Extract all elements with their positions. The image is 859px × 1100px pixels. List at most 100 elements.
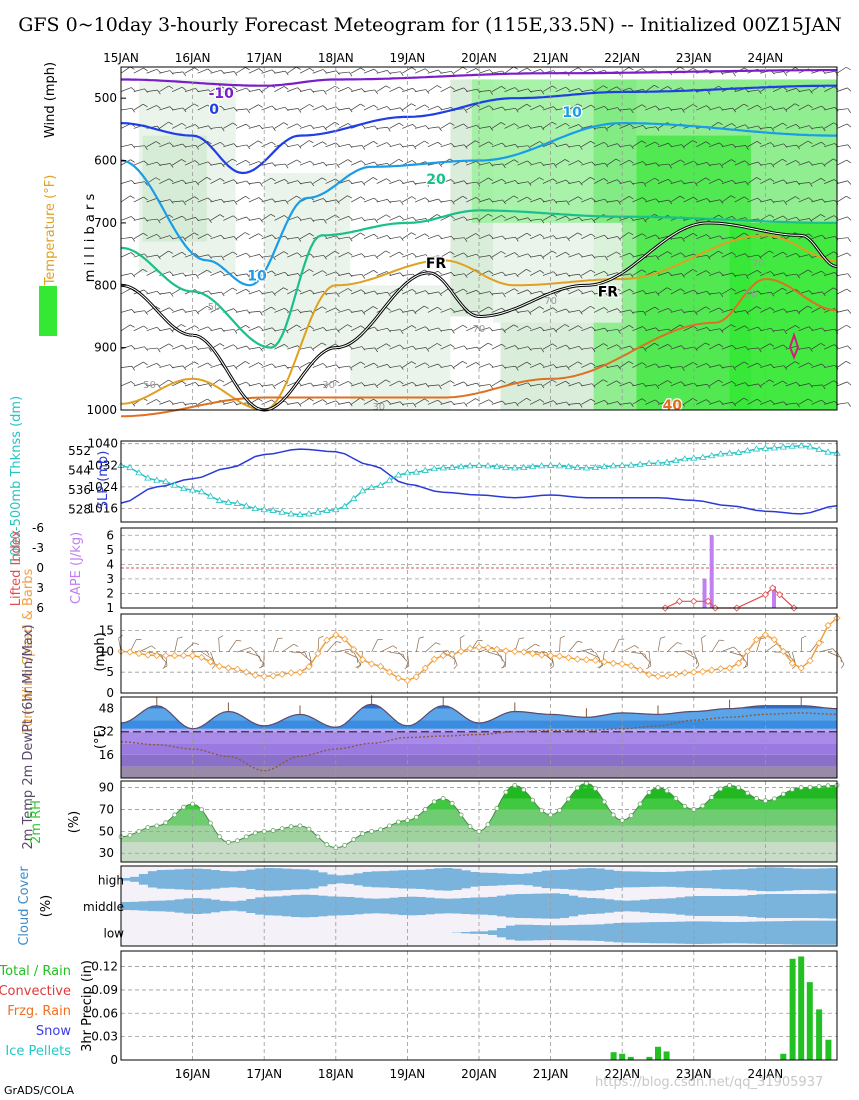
thickness-marker: [358, 487, 367, 494]
wind-barb: [721, 252, 732, 258]
wind-barb: [657, 163, 669, 166]
top-date-label: 24JAN: [748, 51, 784, 65]
wind-barb-feather: [488, 177, 493, 181]
cloud-bar: [738, 895, 749, 917]
wind-barb: [798, 269, 809, 276]
cloud-bar: [210, 899, 221, 913]
rh-band: [121, 825, 837, 843]
rh-marker: [279, 826, 285, 832]
cloud-bar: [353, 873, 364, 886]
wind-barb-feather: [361, 124, 366, 129]
wind-barb-feather: [435, 642, 441, 645]
wind-barb: [632, 310, 644, 313]
wind-barb-feather: [475, 140, 480, 144]
wind-barb: [236, 144, 247, 148]
wind-barb: [478, 342, 489, 350]
wind-barb: [720, 646, 734, 653]
wind-barb-feather: [744, 253, 749, 258]
wind-barb: [261, 384, 273, 387]
wind-barb: [683, 325, 694, 332]
wind-speed-marker: [538, 651, 546, 659]
wind-barb: [466, 217, 478, 221]
wind-speed-marker: [394, 674, 403, 682]
wind-barb: [747, 383, 759, 387]
cloud-bar: [496, 873, 507, 886]
cloud-bar: [470, 897, 480, 915]
wind-barb-feather: [463, 144, 468, 149]
wind-barb: [568, 196, 579, 203]
wind-barb: [159, 343, 170, 350]
wind-barb-feather: [501, 86, 506, 90]
wind-barb: [555, 324, 565, 332]
wind-barb-feather: [463, 288, 468, 293]
wind-barb: [299, 289, 311, 295]
wind-barb-feather: [310, 217, 315, 222]
wind-barb-feather: [552, 343, 557, 347]
wind-barb: [363, 383, 375, 387]
wind-barb-feather: [322, 141, 327, 145]
wind-barb-feather: [385, 85, 391, 89]
wind-barb: [363, 104, 374, 111]
wind-barb: [670, 237, 682, 240]
wind-barb-feather: [144, 310, 148, 315]
wind-barb: [184, 196, 195, 203]
wind-barb-feather: [297, 402, 302, 407]
wind-barb: [223, 401, 235, 405]
wind-barb-feather: [271, 141, 276, 146]
slp-tick-label: 1032: [87, 458, 118, 472]
wind-barb-feather: [617, 200, 621, 205]
wind-barb: [491, 380, 502, 387]
wind-barb: [274, 122, 284, 129]
wind-barb: [568, 346, 580, 350]
wind-barb: [440, 364, 452, 368]
rh-marker: [252, 830, 258, 836]
wind-barb-feather: [424, 233, 430, 238]
temp-tick-label: 16: [99, 748, 114, 762]
wind-barb: [389, 158, 399, 166]
wind-barb: [299, 104, 310, 111]
wind-barb: [760, 343, 770, 350]
wind-barb-feather: [565, 251, 570, 256]
wind-barb-feather: [131, 108, 136, 113]
wind-barb: [235, 232, 246, 240]
cloud-bar: [461, 898, 471, 914]
thickness-marker: [779, 443, 788, 450]
cloud-bar: [640, 899, 650, 913]
bottom-date-label: 20JAN: [461, 1067, 497, 1081]
thickness-marker: [421, 466, 430, 473]
wind-barb-feather: [590, 104, 596, 109]
wind-barb: [798, 362, 809, 368]
wind-barb: [440, 235, 452, 240]
wind-barb-feather: [808, 104, 813, 109]
cloud-bar: [156, 870, 167, 889]
wind-barb-feather: [387, 292, 391, 297]
wind-barb: [606, 236, 618, 240]
wind-barb-feather: [412, 144, 417, 150]
cloud-bar: [649, 871, 659, 887]
wind-barb: [683, 196, 694, 203]
wind-barb: [798, 125, 810, 129]
wind-barb-feather: [411, 325, 417, 329]
temp-tick-label: 32: [99, 725, 114, 739]
wind-barb-feather: [654, 141, 660, 146]
wind-barb-feather: [181, 251, 187, 256]
wind-barb-feather: [374, 254, 379, 260]
wind-barb: [363, 141, 374, 148]
wind-barb: [696, 383, 708, 387]
wind-barb: [159, 106, 170, 111]
wind-barb: [440, 251, 451, 258]
wind-barb: [747, 326, 758, 332]
wind-speed-marker: [448, 650, 456, 658]
wind-barb: [261, 363, 273, 368]
wind-barb-feather: [552, 178, 558, 183]
wind-barb: [824, 401, 835, 405]
wind-barb-feather: [425, 347, 430, 352]
wind-barb-feather: [488, 270, 494, 275]
wind-barb: [120, 345, 132, 350]
wind-barb: [696, 234, 707, 240]
wind-barb: [559, 638, 561, 653]
wind-barb: [760, 307, 771, 313]
wind-barb-feather: [552, 271, 558, 276]
wind-barb: [542, 271, 554, 276]
cloud-bar: [756, 867, 766, 892]
